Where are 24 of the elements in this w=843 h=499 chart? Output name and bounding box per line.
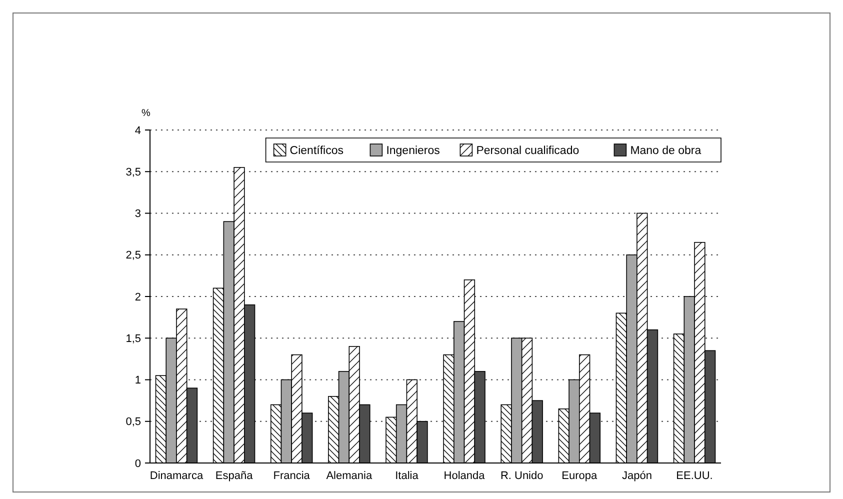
x-tick-label: EE.UU. [676, 470, 713, 482]
legend-label: Mano de obra [630, 145, 702, 157]
y-axis-title: % [142, 108, 151, 119]
y-tick-label: 4 [134, 124, 141, 137]
x-tick-label: Alemania [326, 470, 373, 482]
y-tick-label: 2 [134, 291, 141, 304]
x-tick-label: Japón [622, 470, 652, 482]
y-tick-label: 0,5 [126, 416, 141, 428]
legend-label: Personal cualificado [476, 145, 580, 157]
x-tick-label: R. Unido [500, 470, 544, 482]
y-tick-label: 3,5 [126, 166, 141, 178]
legend-label: Científicos [290, 145, 344, 157]
x-tick-label: Europa [562, 470, 598, 482]
x-tick-label: Holanda [444, 470, 486, 482]
x-tick-label: Italia [395, 470, 420, 482]
x-tick-label: Francia [273, 470, 311, 482]
legend-label: Ingenieros [386, 145, 440, 157]
y-tick-label: 0 [134, 458, 141, 470]
x-tick-label: España [215, 470, 254, 482]
y-tick-label: 1 [134, 374, 141, 387]
y-tick-label: 2,5 [126, 250, 141, 262]
y-tick-label: 1,5 [126, 332, 141, 345]
x-tick-label: Dinamarca [150, 470, 204, 482]
y-tick-label: 3 [134, 208, 141, 220]
